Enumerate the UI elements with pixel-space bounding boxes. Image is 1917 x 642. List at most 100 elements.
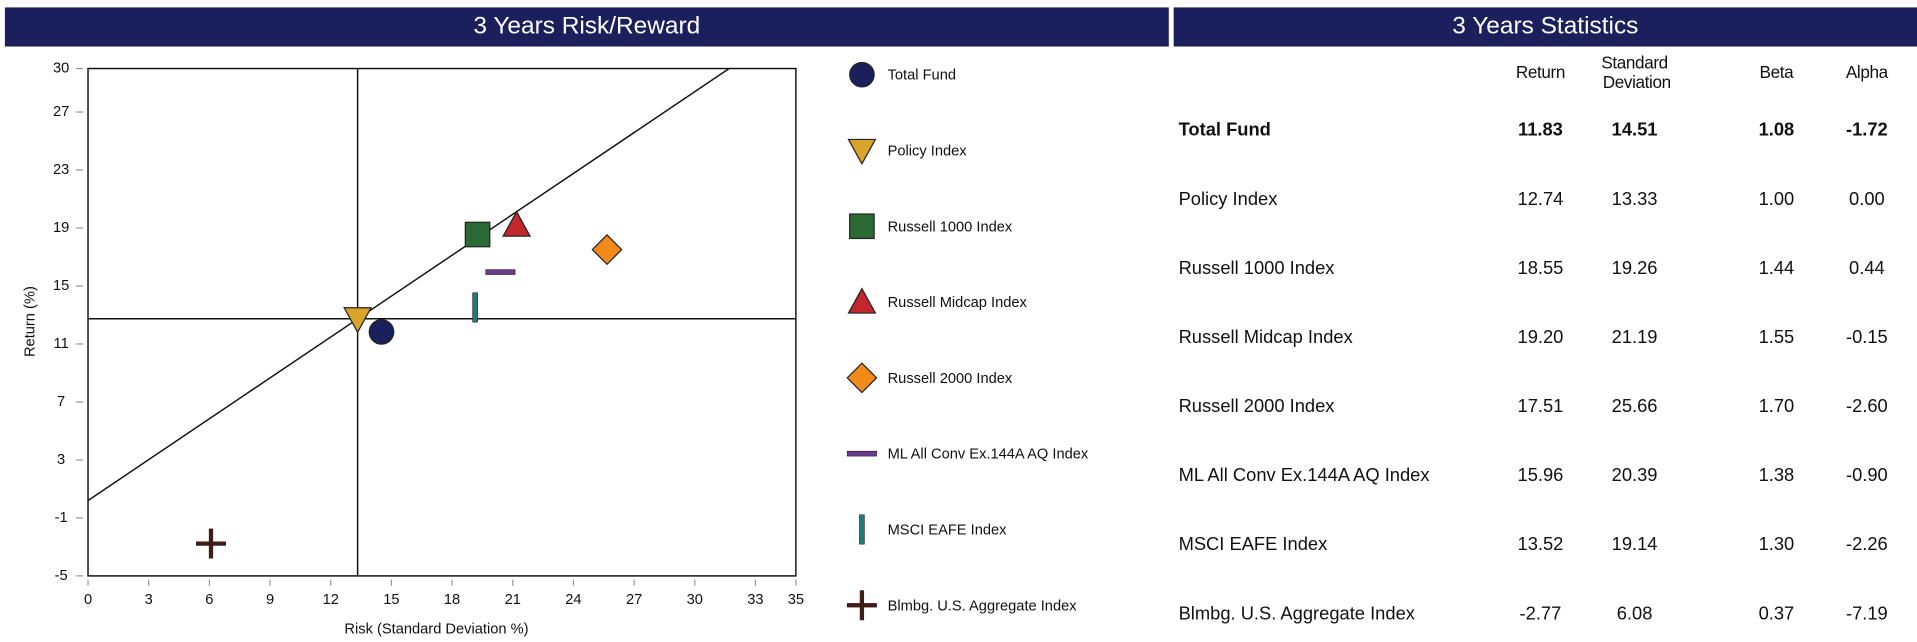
legend-marker [849,213,875,240]
table-cell: 15.96 [1518,464,1564,485]
table-cell: 17.51 [1518,395,1564,416]
table-cell: 19.20 [1518,326,1564,347]
row-name: Total Fund [1179,119,1271,140]
data-point [591,234,623,266]
table-cell: 13.52 [1518,533,1564,554]
data-point [343,307,373,334]
column-header: Standard Deviation [1598,53,1670,92]
table-cell: -2.26 [1846,533,1888,554]
table-cell: 19.26 [1612,257,1658,278]
column-header: Return [1516,63,1565,82]
table-cell: 18.55 [1518,257,1564,278]
legend-label: ML All Conv Ex.144A AQ Index [888,447,1089,463]
legend-label: Russell Midcap Index [888,295,1028,311]
table-cell: 1.00 [1759,188,1795,209]
data-point [464,221,491,248]
table-cell: 6.08 [1617,602,1653,623]
table-cell: 12.74 [1518,188,1564,209]
x-tick-label: 24 [565,592,581,608]
plot-frame [87,67,797,577]
table-cell: 19.14 [1612,533,1658,554]
table-cell: 1.30 [1759,533,1795,554]
table-cell: -0.15 [1846,326,1888,347]
x-tick-label: 33 [747,592,763,608]
row-name: Russell Midcap Index [1179,326,1353,347]
row-name: Russell 1000 Index [1179,257,1335,278]
data-point [472,292,478,323]
legend-label: Russell 1000 Index [888,219,1013,235]
table-cell: 1.44 [1759,257,1795,278]
table-cell: 1.08 [1759,119,1795,140]
x-tick-label: 27 [626,592,642,608]
y-tick-label: 15 [53,278,69,294]
chart-title: 3 Years Risk/Reward [473,12,700,39]
table-cell: 1.70 [1759,395,1795,416]
table-cell: 25.66 [1612,395,1658,416]
right-header [1173,7,1917,47]
table-cell: -0.90 [1846,464,1888,485]
x-tick-label: 30 [687,592,703,608]
table-cell: 0.00 [1849,188,1885,209]
row-name: Russell 2000 Index [1179,395,1335,416]
y-tick-label: 11 [54,336,69,352]
x-tick-label: 35 [788,592,804,608]
x-tick-label: 15 [383,592,399,608]
legend-label: MSCI EAFE Index [888,523,1008,539]
table-cell: -7.19 [1846,602,1888,623]
data-point [485,269,516,275]
x-tick-label: 3 [145,592,153,608]
market-line [87,67,730,502]
legend-marker [846,362,878,394]
legend-label: Russell 2000 Index [888,371,1013,387]
legend-label: Policy Index [888,144,968,160]
table-cell: 14.51 [1612,119,1658,140]
row-name: Blmbg. U.S. Aggregate Index [1179,602,1415,623]
row-name: ML All Conv Ex.144A AQ Index [1179,464,1430,485]
table-cell: 1.38 [1759,464,1795,485]
table-cell: -2.77 [1520,602,1562,623]
x-tick-label: 0 [84,592,92,608]
y-tick-label: 7 [57,394,65,410]
y-tick-label: 27 [53,104,69,120]
data-point [368,319,395,345]
table-cell: -2.60 [1846,395,1888,416]
table-cell: 11.83 [1518,119,1563,140]
x-tick-label: 12 [323,592,339,608]
table-cell: 1.55 [1759,326,1795,347]
x-tick-label: 21 [505,592,521,608]
table-cell: 0.37 [1759,602,1795,623]
legend-marker [847,287,877,314]
table-title: 3 Years Statistics [1452,12,1638,39]
y-tick-label: 30 [53,60,69,76]
x-tick-label: 9 [266,592,274,608]
row-name: Policy Index [1179,188,1278,209]
y-tick-label: 23 [53,162,69,178]
legend-marker [859,514,865,545]
column-header: Alpha [1846,63,1889,82]
table-cell: 21.19 [1612,326,1658,347]
data-point [502,210,532,237]
y-tick-label: 3 [57,452,65,468]
y-tick-label: -5 [55,568,68,584]
table-cell: 20.39 [1612,464,1658,485]
x-tick-label: 18 [444,592,460,608]
legend-marker [846,590,877,621]
table-cell: 13.33 [1612,188,1658,209]
legend-marker [849,61,875,88]
y-tick-label: 19 [53,220,69,236]
x-axis-label: Risk (Standard Deviation %) [344,622,528,638]
row-name: MSCI EAFE Index [1179,533,1328,554]
legend-label: Blmbg. U.S. Aggregate Index [888,598,1078,614]
y-axis-label: Return (%) [22,286,38,357]
x-tick-label: 6 [205,592,213,608]
legend-label: Total Fund [888,68,956,84]
data-point [196,528,226,559]
y-tick-label: -1 [55,510,68,526]
legend-marker [846,450,877,457]
column-header: Beta [1760,63,1795,82]
table-cell: -1.72 [1846,119,1888,140]
table-cell: 0.44 [1849,257,1885,278]
left-header [4,7,1169,47]
